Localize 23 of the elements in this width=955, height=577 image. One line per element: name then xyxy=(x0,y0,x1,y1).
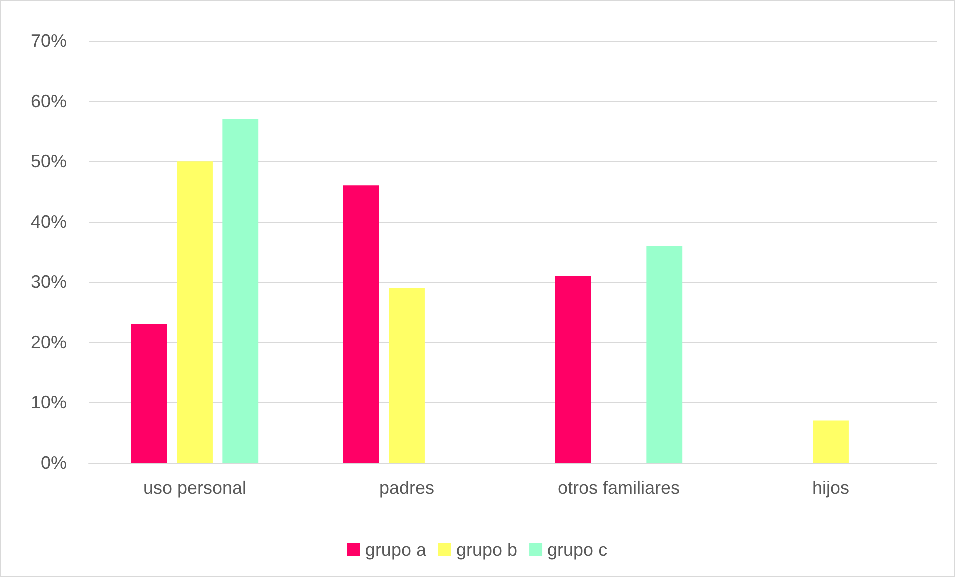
bar xyxy=(222,119,259,463)
bar xyxy=(131,324,168,463)
bar xyxy=(555,276,592,463)
x-tick-label: padres xyxy=(379,478,435,498)
bar xyxy=(813,420,849,463)
y-tick-label: 20% xyxy=(30,332,67,352)
x-tick-label: hijos xyxy=(812,478,850,498)
legend-label: grupo b xyxy=(456,540,518,560)
bar xyxy=(343,186,380,463)
legend-label: grupo a xyxy=(365,540,428,560)
y-tick-label: 70% xyxy=(30,31,67,51)
y-tick-label: 40% xyxy=(30,212,67,232)
bar xyxy=(177,162,213,463)
bar xyxy=(389,288,425,463)
y-tick-label: 50% xyxy=(30,152,67,172)
y-tick-label: 10% xyxy=(30,392,67,413)
x-tick-label: otros familiares xyxy=(558,478,680,498)
bar xyxy=(646,246,683,463)
y-tick-label: 60% xyxy=(30,91,67,112)
y-tick-label: 30% xyxy=(30,272,67,292)
x-tick-label: uso personal xyxy=(143,478,247,498)
y-tick-label: 0% xyxy=(40,453,67,473)
legend-label: grupo c xyxy=(548,540,608,560)
